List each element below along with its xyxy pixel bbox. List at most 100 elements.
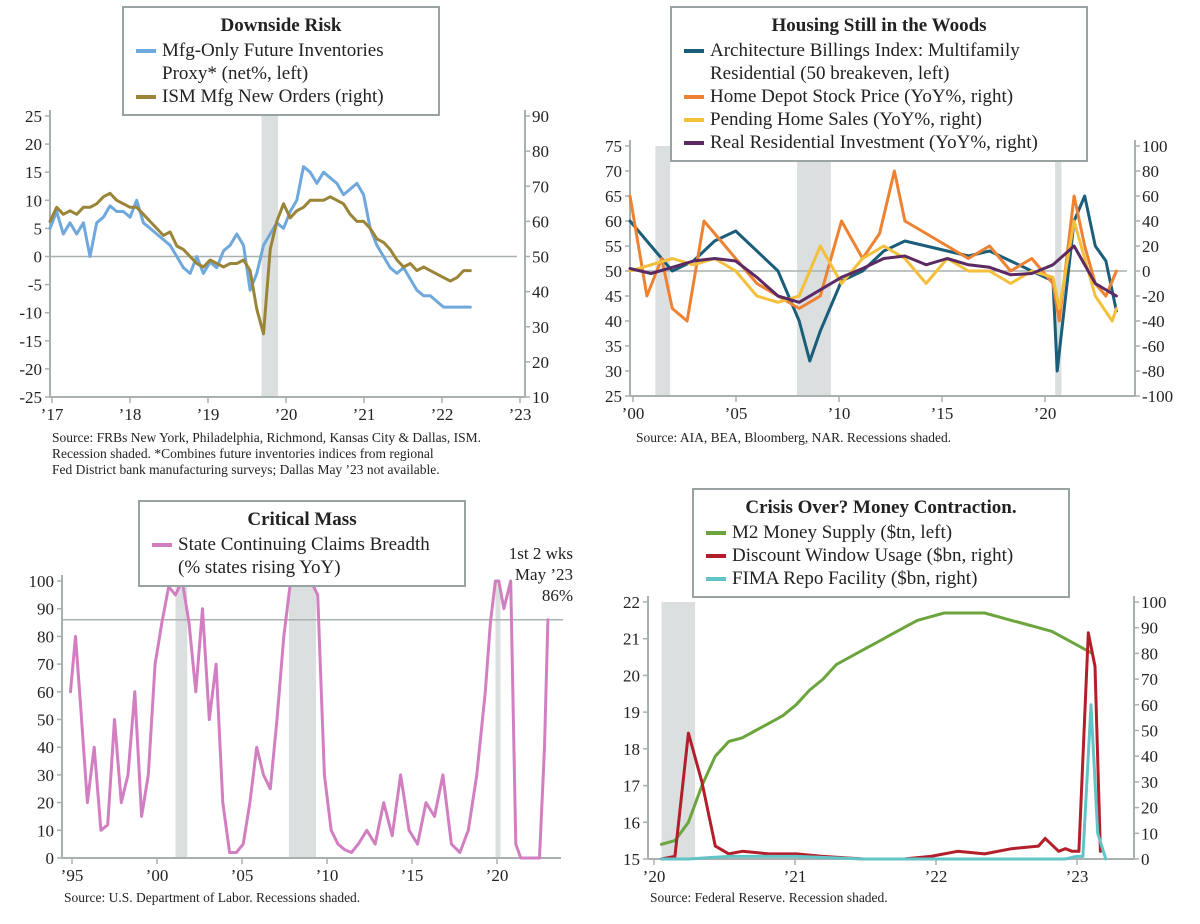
x-tick-label: ’23 [509,405,532,424]
y-tick-label-left: -25 [19,388,42,407]
y-tick-label-left: 40 [605,312,622,331]
chart-critical-mass: 100 90 80 70 60 50 40 30 20 10 0’95’00’05’10’15’20… [0,480,600,919]
y-tick-label-left: 30 [37,766,54,785]
x-tick-label: ’20 [643,867,666,886]
y-tick-label-right: 40 [1141,747,1158,766]
legend-item: FIMA Repo Facility ($bn, right) [706,567,1056,590]
y-tick-label-left: 100 [29,572,55,591]
y-tick-label-left: 80 [37,627,54,646]
y-tick-label-left: 19 [623,703,640,722]
legend-label: Discount Window Usage ($bn, right) [732,545,1014,566]
y-tick-label-right: 100 [1142,137,1168,156]
y-tick-label-right: 20 [532,353,549,372]
source-line: Source: U.S. Department of Labor. Recess… [64,890,361,905]
y-tick-label-right: 40 [532,283,549,302]
legend-item: M2 Money Supply ($tn, left) [706,521,1056,544]
source-line: Fed District bank manufacturing surveys;… [52,462,440,477]
y-tick-label-left: 50 [37,711,54,730]
recession-band [288,581,316,858]
y-tick-label-right: 0 [1142,262,1151,281]
y-tick-label-right: 30 [532,318,549,337]
legend-label: Pending Home Sales (YoY%, right) [710,109,982,130]
y-tick-label-left: 10 [25,191,42,210]
y-tick-label-left: 21 [623,630,640,649]
legend-label: Mfg-Only Future Inventories [162,40,384,61]
y-tick-label-right: 80 [532,142,549,161]
source-line: Recession shaded. *Combines future inven… [52,446,434,461]
y-tick-label-left: 45 [605,287,622,306]
chart-legend: Critical Mass State Continuing Claims Br… [138,500,466,587]
x-tick-label: ’20 [486,866,509,885]
x-tick-label: ’05 [725,404,748,423]
y-tick-label-right: 50 [1141,722,1158,741]
chart-housing: 75 70 65 60 55 50 45 40 35 30 25 100 80 60 40 20 0 -20 -40… [600,0,1200,480]
annotation-label: 86% [542,586,573,605]
annotation-label: May ’23 [515,565,573,584]
legend-label: Real Residential Investment (YoY%, right… [710,132,1038,153]
legend-label: State Continuing Claims Breadth [178,534,430,555]
y-tick-label-left: 22 [623,593,640,612]
legend-label: Residential (50 breakeven, left) [710,63,950,84]
y-tick-label-right: 50 [532,248,549,267]
source-note: Source: FRBs New York, Philadelphia, Ric… [52,430,481,478]
y-tick-label-left: 0 [34,248,43,267]
x-tick-label: ’15 [401,866,424,885]
y-tick-label-right: 70 [1141,670,1158,689]
x-tick-label: ’19 [197,405,220,424]
y-tick-label-left: 65 [605,187,622,206]
y-tick-label-left: 60 [37,683,54,702]
y-tick-label-left: -5 [28,276,42,295]
series-line [48,191,472,336]
chart-title: Housing Still in the Woods [771,15,987,36]
chart-legend: Housing Still in the Woods Architecture … [670,6,1088,162]
y-tick-label-right: 70 [532,177,549,196]
legend-label: M2 Money Supply ($tn, left) [732,522,953,543]
y-tick-label-left: 30 [605,362,622,381]
y-tick-label-right: -100 [1142,387,1173,406]
x-tick-label: ’95 [61,866,84,885]
source-line: Source: AIA, BEA, Bloomberg, NAR. Recess… [636,430,952,445]
y-tick-label-right: -40 [1142,312,1165,331]
y-tick-label-right: 20 [1142,237,1159,256]
series-line [660,703,1108,861]
y-tick-label-left: 50 [605,262,622,281]
y-tick-label-left: 40 [37,738,54,757]
x-tick-label: ’21 [353,405,376,424]
y-tick-label-right: 60 [1142,187,1159,206]
chart-downside-risk: 25 20 15 10 5 0 -5 -10 -15 -20 -25 90 80 70 60 50 40 30 20… [0,0,600,480]
chart-plot: 2520151050-5-10-15-20-259080706050403020… [19,107,549,424]
source-line: Source: Federal Reserve. Recession shade… [650,890,888,905]
legend-item: Architecture Billings Index: Multifamily… [684,39,1074,85]
source-note: Source: Federal Reserve. Recession shade… [650,890,888,906]
x-tick-label: ’00 [146,866,169,885]
y-tick-label-left: 0 [46,849,55,868]
x-tick-label: ’10 [316,866,339,885]
chart-legend: Downside Risk Mfg-Only Future Inventorie… [122,6,440,116]
chart-title: Crisis Over? Money Contraction. [745,497,1017,518]
y-tick-label-left: 90 [37,600,54,619]
chart-plot: 1009080706050403020100’95’00’05’10’15’20… [29,544,574,885]
x-tick-label: ’10 [828,404,851,423]
y-tick-label-right: 90 [1141,619,1158,638]
legend-item: Mfg-Only Future Inventories Proxy* (net%,… [136,39,426,85]
chart-plot: 22212019181716151009080706050403020100’2… [623,593,1167,886]
series-line [628,169,1118,323]
y-tick-label-right: 10 [532,388,549,407]
chart-legend: Crisis Over? Money Contraction. M2 Money… [692,488,1070,598]
y-tick-label-left: 35 [605,337,622,356]
series-line [628,194,1118,373]
legend-item: Real Residential Investment (YoY%, right… [684,131,1074,154]
y-tick-label-right: 30 [1141,773,1158,792]
y-tick-label-right: -80 [1142,362,1165,381]
source-note: Source: U.S. Department of Labor. Recess… [64,890,360,906]
y-tick-label-left: 55 [605,237,622,256]
y-tick-label-left: 15 [623,850,640,869]
series-line [48,165,472,309]
y-tick-label-left: 17 [623,777,641,796]
legend-label: (% states rising YoY) [178,557,341,578]
legend-item: Pending Home Sales (YoY%, right) [684,108,1074,131]
y-tick-label-left: 16 [623,813,640,832]
y-tick-label-right: 0 [1141,850,1150,869]
legend-item: ISM Mfg New Orders (right) [136,85,426,108]
y-tick-label-right: 10 [1141,824,1158,843]
